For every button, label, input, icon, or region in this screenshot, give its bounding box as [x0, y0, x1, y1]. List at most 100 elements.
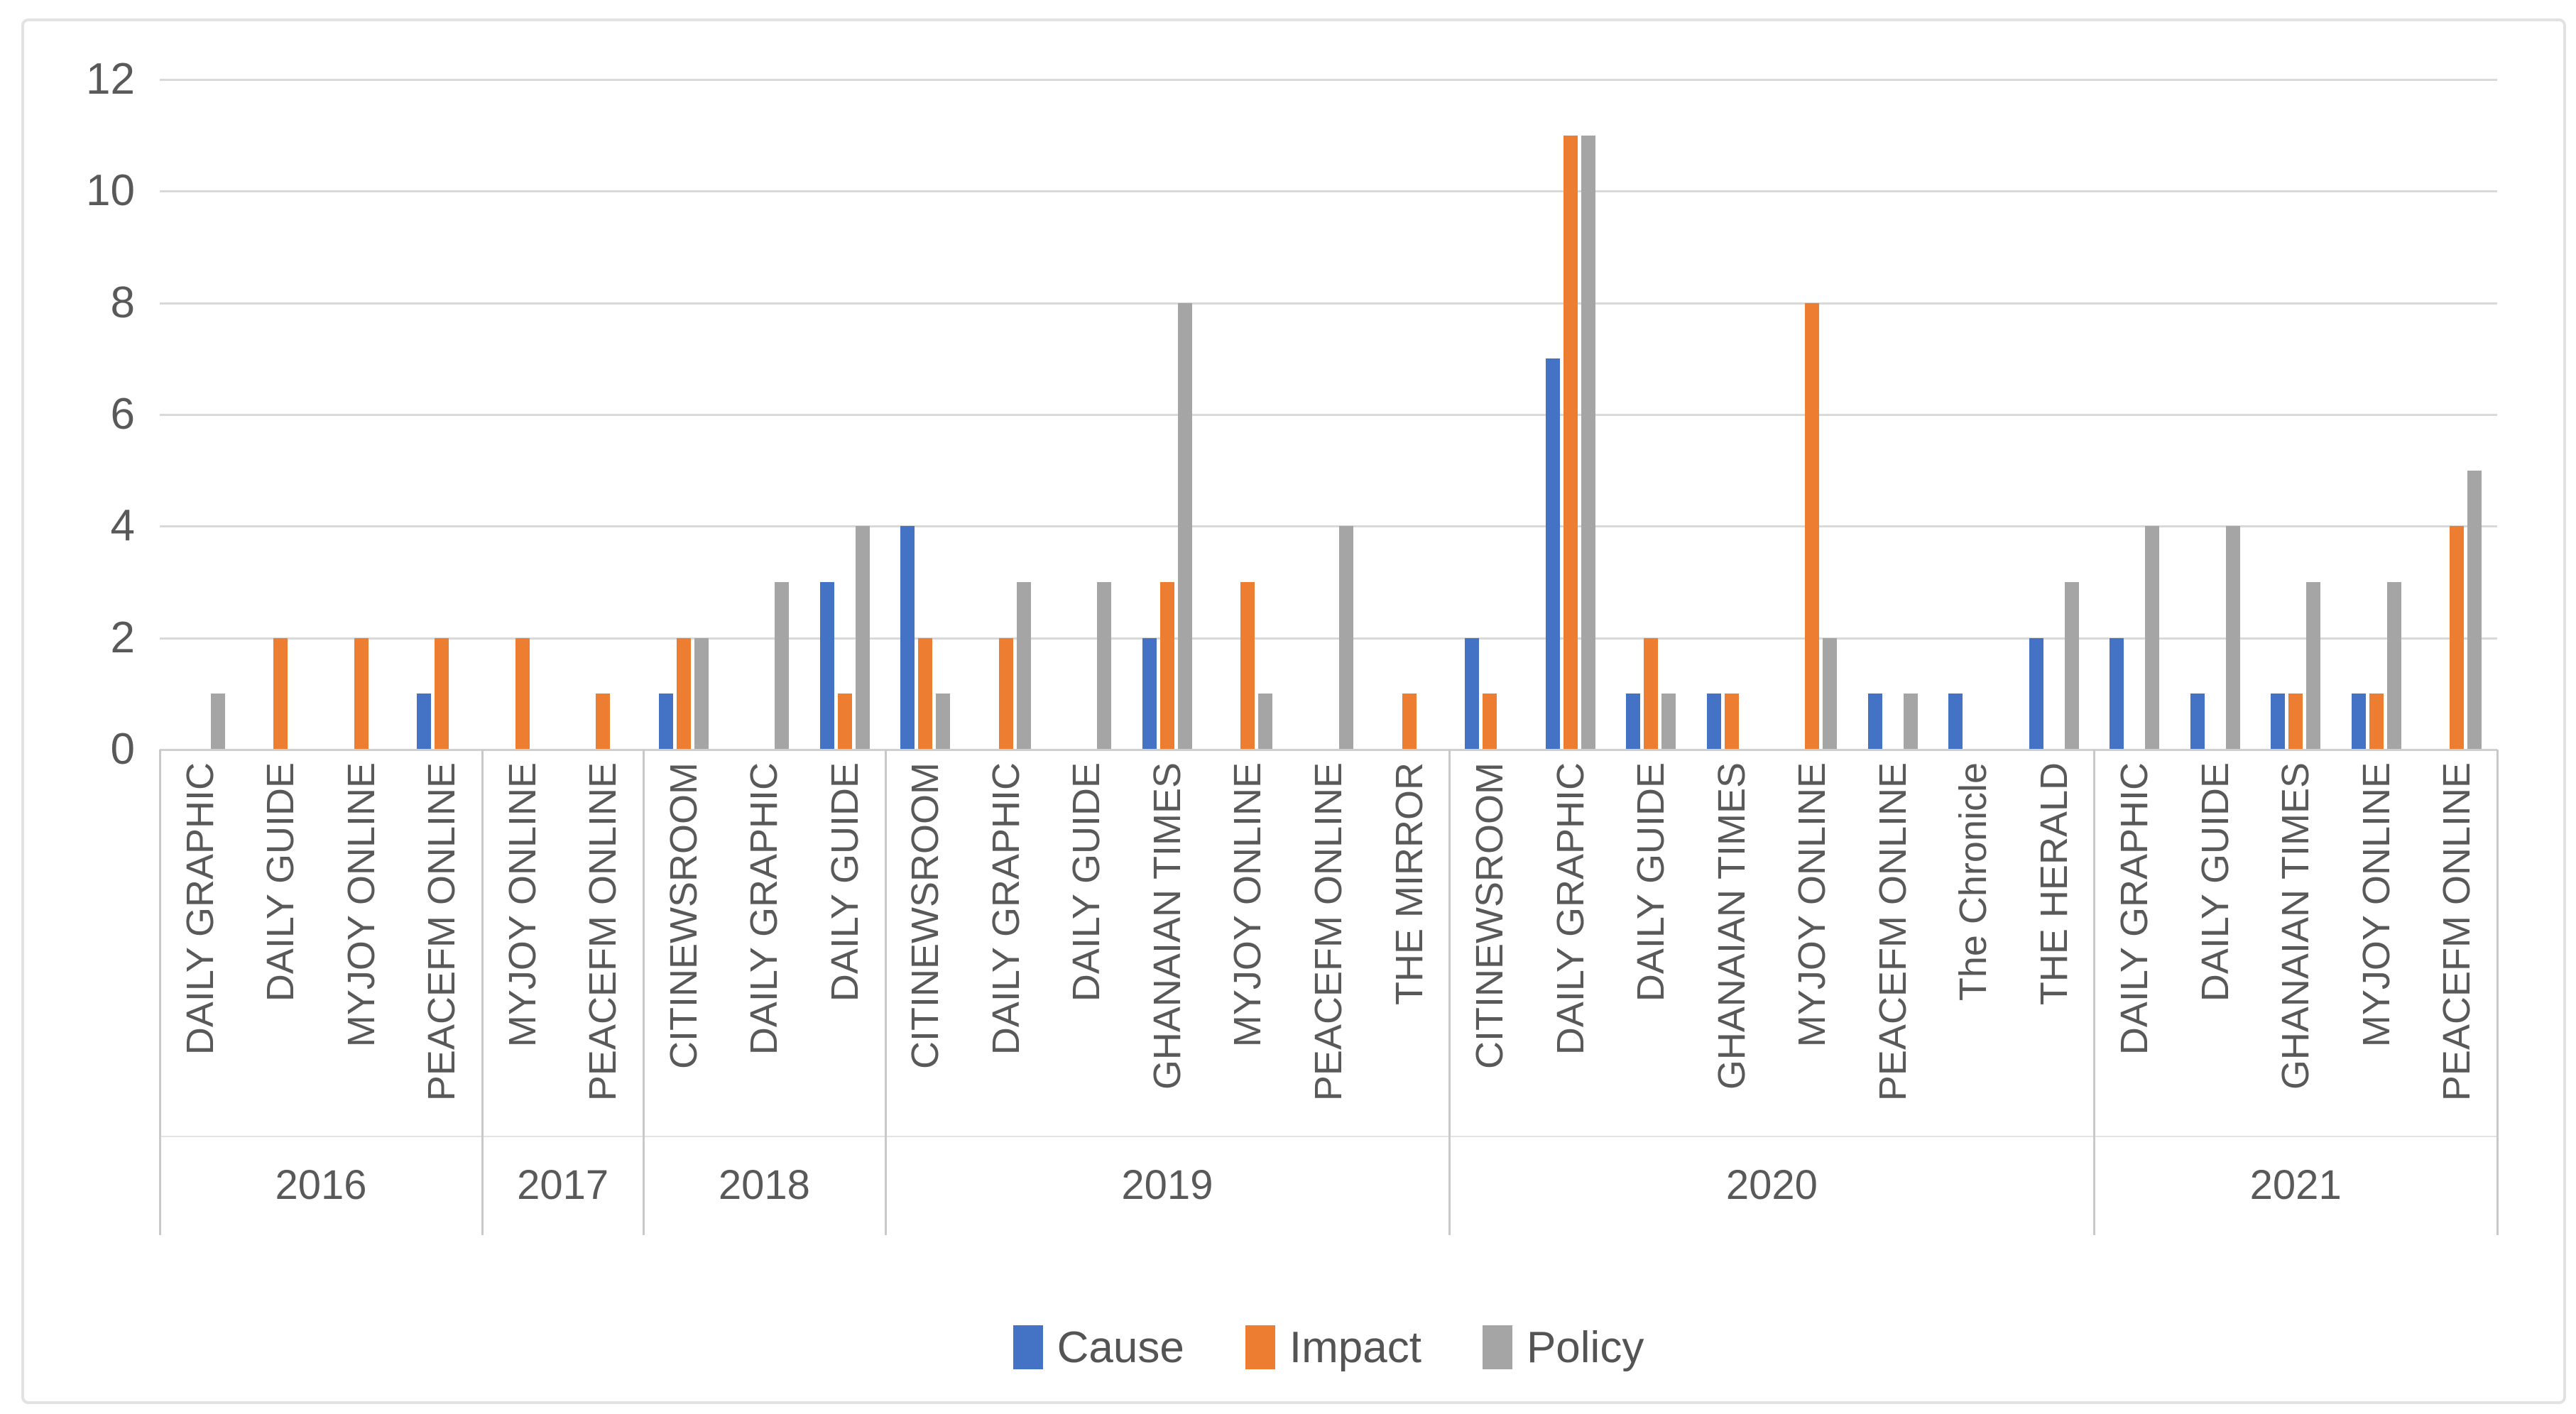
bar-policy [1097, 582, 1112, 750]
year-separator [2496, 750, 2499, 1235]
category-label-text: MYJOY ONLINE [339, 762, 383, 1048]
bar-policy [855, 526, 870, 750]
category-label-text: PEACEFM ONLINE [1871, 762, 1914, 1102]
category-label-text: CITINEWSROOM [904, 762, 947, 1069]
bar-cause [1706, 694, 1721, 750]
label-row-separator [160, 1136, 2497, 1137]
bar-impact [2450, 526, 2465, 750]
category-label: DAILY GUIDE [1610, 750, 1691, 1136]
category-label-text: MYJOY ONLINE [501, 762, 544, 1048]
year-label: 2018 [718, 1162, 810, 1208]
category-label-text: DAILY GUIDE [823, 762, 866, 1002]
bar-policy [1581, 135, 1595, 750]
bar-impact [1402, 694, 1417, 750]
year-separator [643, 750, 645, 1235]
bar-cause [2110, 637, 2124, 750]
category-label: DAILY GRAPHIC [1530, 750, 1611, 1136]
category-label-text: PEACEFM ONLINE [582, 762, 625, 1102]
gridline [160, 302, 2497, 305]
bar-cause [417, 694, 432, 750]
y-axis-tick-label: 12 [86, 55, 135, 104]
legend-item-policy: Policy [1482, 1322, 1644, 1373]
bar-cause [1545, 358, 1560, 750]
bar-policy [1339, 526, 1353, 750]
bar-impact [1805, 302, 1820, 750]
category-label: CITINEWSROOM [885, 750, 966, 1136]
category-label: PEACEFM ONLINE [402, 750, 483, 1136]
bar-impact [918, 637, 933, 750]
category-label: PEACEFM ONLINE [1852, 750, 1933, 1136]
year-label: 2017 [517, 1162, 609, 1208]
category-label-text: DAILY GRAPHIC [1549, 762, 1592, 1056]
category-label: The Chronicle [1933, 750, 2014, 1136]
category-label-text: The Chronicle [1952, 762, 1995, 1002]
category-label-text: CITINEWSROOM [1468, 762, 1512, 1069]
category-label: MYJOY ONLINE [2336, 750, 2417, 1136]
category-label: DAILY GRAPHIC [160, 750, 241, 1136]
y-axis-tick-label: 10 [86, 166, 135, 216]
category-label-text: DAILY GUIDE [2193, 762, 2237, 1002]
category-label-text: MYJOY ONLINE [1226, 762, 1270, 1048]
category-label-text: CITINEWSROOM [662, 762, 705, 1069]
bar-impact [1644, 637, 1659, 750]
bar-cause [2029, 637, 2043, 750]
bar-impact [1159, 582, 1174, 750]
category-label: DAILY GUIDE [804, 750, 885, 1136]
bar-impact [1563, 135, 1578, 750]
year-separator [1448, 750, 1451, 1235]
bar-impact [1724, 694, 1739, 750]
category-label: CITINEWSROOM [1449, 750, 1530, 1136]
category-label-text: PEACEFM ONLINE [1306, 762, 1350, 1102]
category-label-text: DAILY GUIDE [1065, 762, 1108, 1002]
category-label-text: PEACEFM ONLINE [420, 762, 464, 1102]
bar-cause [1465, 637, 1480, 750]
bar-impact [2288, 694, 2303, 750]
x-axis-line [160, 749, 2497, 751]
category-label: PEACEFM ONLINE [563, 750, 644, 1136]
category-label: DAILY GUIDE [2175, 750, 2256, 1136]
gridline [160, 637, 2497, 640]
bar-policy [2306, 582, 2321, 750]
legend-item-cause: Cause [1013, 1322, 1184, 1373]
bar-cause [2271, 694, 2286, 750]
legend: Cause Impact Policy [160, 1308, 2497, 1386]
bar-policy [936, 694, 951, 750]
legend-label: Cause [1057, 1322, 1184, 1372]
bar-policy [1258, 694, 1273, 750]
bar-cause [2190, 694, 2205, 750]
bar-policy [2225, 526, 2240, 750]
bar-impact [596, 694, 611, 750]
bar-policy [2386, 582, 2401, 750]
category-label-text: PEACEFM ONLINE [2435, 762, 2479, 1102]
y-axis-tick-label: 4 [110, 501, 135, 551]
bar-cause [658, 694, 673, 750]
year-label: 2016 [275, 1162, 367, 1208]
category-label: MYJOY ONLINE [482, 750, 563, 1136]
year-label: 2021 [2249, 1162, 2342, 1208]
legend-label: Policy [1526, 1322, 1644, 1372]
year-separator [481, 750, 484, 1235]
bar-impact [998, 637, 1013, 750]
bar-impact [1483, 694, 1497, 750]
y-axis-tick-label: 0 [110, 725, 135, 774]
category-label: GHANAIAN TIMES [2255, 750, 2336, 1136]
category-label-text: MYJOY ONLINE [1791, 762, 1834, 1048]
category-label: DAILY GUIDE [241, 750, 322, 1136]
y-axis-tick-label: 2 [110, 613, 135, 662]
bar-cause [900, 526, 915, 750]
legend-marker-cause [1013, 1325, 1043, 1369]
year-label: 2020 [1725, 1162, 1818, 1208]
bar-policy [1016, 582, 1031, 750]
bar-policy [694, 637, 709, 750]
category-label: DAILY GRAPHIC [2094, 750, 2175, 1136]
category-label: DAILY GUIDE [1047, 750, 1128, 1136]
category-label: DAILY GRAPHIC [966, 750, 1047, 1136]
bar-impact [273, 637, 288, 750]
category-label: GHANAIAN TIMES [1691, 750, 1772, 1136]
bar-cause [1626, 694, 1641, 750]
bar-policy [2064, 582, 2079, 750]
category-label: PEACEFM ONLINE [1288, 750, 1369, 1136]
bar-impact [354, 637, 369, 750]
category-label: THE MIRROR [1369, 750, 1450, 1136]
